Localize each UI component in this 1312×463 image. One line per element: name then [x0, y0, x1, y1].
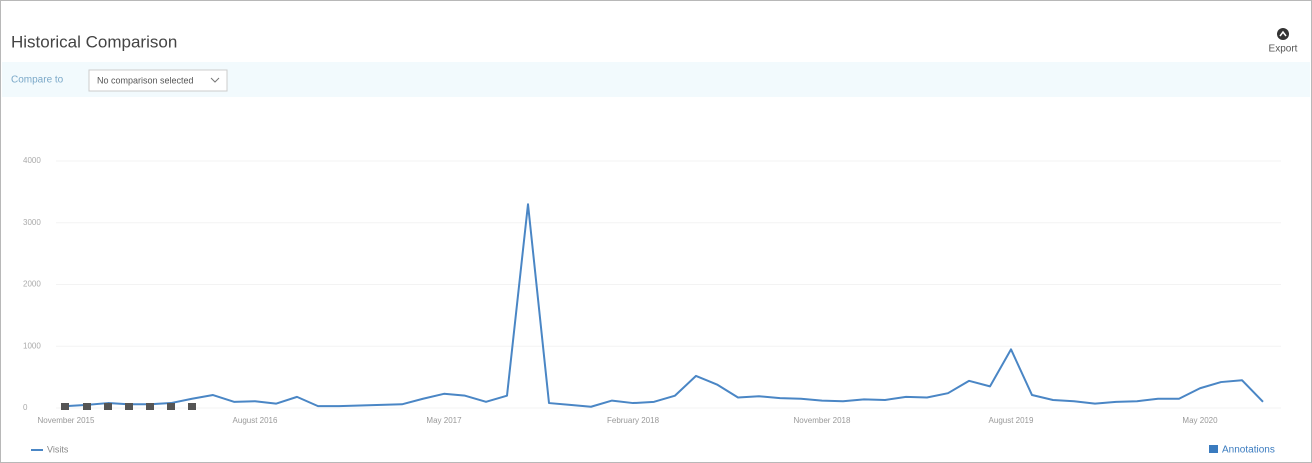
- x-tick-label: November 2018: [794, 416, 851, 425]
- y-tick-label: 0: [23, 403, 28, 412]
- annotations-toggle[interactable]: Annotations: [1209, 445, 1275, 456]
- annotations-label[interactable]: Annotations: [1222, 445, 1275, 456]
- x-tick-label: November 2015: [38, 416, 95, 425]
- export-button[interactable]: Export: [1269, 28, 1298, 55]
- x-tick-label: August 2016: [233, 416, 278, 425]
- export-label[interactable]: Export: [1269, 44, 1298, 55]
- series-line: [65, 203, 1264, 408]
- plot: 0 1000 2000 3000 4000 November 2015 August 201…: [23, 156, 1281, 425]
- panel-title: Historical Comparison: [11, 32, 177, 51]
- y-tick-label: 3000: [23, 218, 41, 227]
- y-tick-label: 2000: [23, 280, 41, 289]
- annotation-markers: [61, 403, 196, 410]
- x-tick-label: May 2017: [426, 416, 462, 425]
- y-tick-label: 1000: [23, 341, 41, 350]
- compare-dropdown[interactable]: No comparison selected: [88, 69, 228, 92]
- x-tick-label: May 2020: [1182, 416, 1218, 425]
- x-tick-label: August 2019: [989, 416, 1034, 425]
- legend: Visits: [31, 444, 69, 454]
- y-tick-label: 4000: [23, 156, 41, 165]
- compare-label: Compare to: [11, 75, 64, 86]
- compare-value[interactable]: No comparison selected: [97, 75, 194, 85]
- legend-label: Visits: [47, 444, 69, 454]
- x-tick-label: February 2018: [607, 416, 660, 425]
